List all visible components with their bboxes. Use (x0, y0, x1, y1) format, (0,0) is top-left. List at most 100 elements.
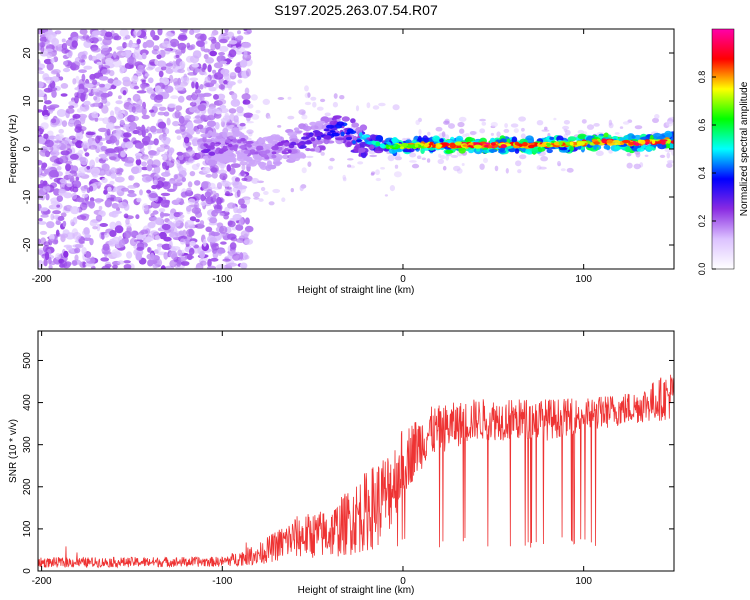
spectrogram-blob (189, 77, 199, 81)
spectrogram-blob (74, 95, 79, 104)
spectrogram-ridge-core (666, 139, 671, 144)
spectrogram-blob (205, 57, 215, 64)
spectrogram-blob (148, 77, 154, 84)
spectrogram-blob (241, 93, 251, 101)
spectrogram-ridge-blob (468, 149, 474, 154)
spectrogram-blob (112, 264, 118, 269)
y-tick-label: 0 (22, 146, 33, 152)
spectrogram-blob (79, 156, 87, 163)
spectrogram-blob (89, 185, 94, 192)
spectrogram-blob (179, 238, 186, 245)
spectrogram-ridge-core (233, 146, 238, 152)
spectrogram-ridge-core (399, 146, 405, 150)
spectrogram-ridge-core (259, 150, 268, 156)
spectrogram-blob (77, 149, 84, 155)
spectrogram-blob (98, 76, 109, 81)
spectrogram-blob (131, 166, 140, 175)
spectrogram-blob (450, 154, 459, 158)
spectrogram-blob (162, 181, 171, 190)
spectrogram-blob (177, 249, 183, 257)
spectrogram-blob (409, 152, 417, 158)
snr-panel: -200 -100 0 100 0 100 200 300 400 500 Height of … (8, 330, 675, 596)
spectrogram-blob (124, 141, 134, 149)
spectrogram-blob (235, 224, 244, 231)
spectrogram-ridge-core (336, 121, 345, 126)
spectrogram-blob (117, 260, 125, 265)
spectrogram-blob (40, 45, 45, 54)
spectrogram-blob (453, 165, 461, 172)
spectrogram-blob (241, 125, 247, 130)
spectrogram-blob (505, 168, 509, 174)
spectrogram-blob (104, 83, 111, 89)
spectrogram-blob (244, 254, 250, 260)
spectrogram-blob (51, 144, 60, 153)
spectrogram-blob (212, 69, 217, 74)
spectrogram-ridge-core (352, 140, 356, 145)
spectrogram-blob (157, 243, 162, 252)
spectrogram-blob (39, 230, 48, 235)
spectrogram-blob (135, 155, 141, 160)
snr-y-ticks: 0 100 200 300 400 500 (22, 352, 674, 574)
spectrogram-blob (260, 186, 266, 192)
spectrogram-ridge-blob (305, 147, 311, 152)
spectrogram-blob (137, 129, 143, 136)
spectrogram-blob (194, 67, 200, 74)
spectrogram-blob (74, 247, 81, 254)
spectrogram-blob (216, 182, 223, 190)
spectrogram-blob (277, 125, 282, 128)
spectrogram-ridge-blob (546, 148, 553, 154)
spectrogram-blob (74, 126, 82, 133)
spectrogram-blob (540, 156, 548, 162)
spectrogram-blob (136, 38, 141, 45)
spectrogram-blob (435, 126, 443, 132)
spectrogram-blob (210, 79, 217, 85)
spectrogram-ridge-core (208, 151, 216, 156)
spectrogram-blob (89, 159, 96, 168)
spectrogram-ridge-blob (511, 136, 518, 143)
spectrogram-blob (145, 176, 154, 182)
spectrogram-blob (614, 132, 620, 135)
spectrogram-blob (272, 188, 281, 194)
spectrogram-blob (213, 62, 223, 69)
spectrogram-blob (479, 163, 485, 170)
spectrogram-blob (255, 109, 261, 114)
spectrogram-blob (494, 165, 499, 172)
spectrogram-blob (38, 67, 43, 71)
spectrogram-blob (219, 105, 227, 109)
spectrogram-blob (88, 200, 95, 209)
spectrogram-blob (107, 115, 117, 124)
spectrogram-blob (113, 186, 123, 193)
spectrogram-blob (92, 79, 98, 85)
spectrogram-blob (481, 121, 487, 126)
spectrogram-blob (245, 68, 251, 77)
spectrogram-blob (239, 122, 246, 127)
spectrogram-ridge-core (500, 144, 507, 149)
spectrogram-blob (101, 44, 109, 51)
spectrogram-blob (666, 159, 674, 164)
spectrogram-blob (180, 261, 190, 266)
spectrogram-blob (72, 232, 82, 240)
spectrogram-blob (333, 93, 338, 99)
spectrogram-blob (164, 85, 174, 93)
spectrogram-blob (54, 30, 62, 35)
spectrogram-blob (518, 116, 526, 122)
spectrogram-blob (102, 243, 110, 251)
spectrogram-y-label: Frequency (Hz) (8, 115, 19, 184)
spectrogram-blob (43, 241, 50, 247)
spectrogram-blob (176, 197, 181, 203)
spectrogram-blob (215, 83, 220, 89)
spectrogram-blob (149, 125, 157, 133)
spectrogram-blob (49, 104, 60, 109)
spectrogram-blob (95, 135, 101, 144)
spectrogram-blob (124, 156, 135, 164)
spectrogram-blob (184, 220, 194, 227)
spectrogram-blob (290, 188, 294, 193)
spectrogram-blob (539, 166, 547, 170)
spectrogram-blob (46, 53, 53, 59)
spectrogram-blob (116, 46, 125, 51)
spectrogram-blob (213, 94, 219, 100)
spectrogram-ridge-blob (217, 153, 228, 160)
spectrogram-blob (78, 166, 88, 174)
spectrogram-blob (199, 220, 205, 226)
